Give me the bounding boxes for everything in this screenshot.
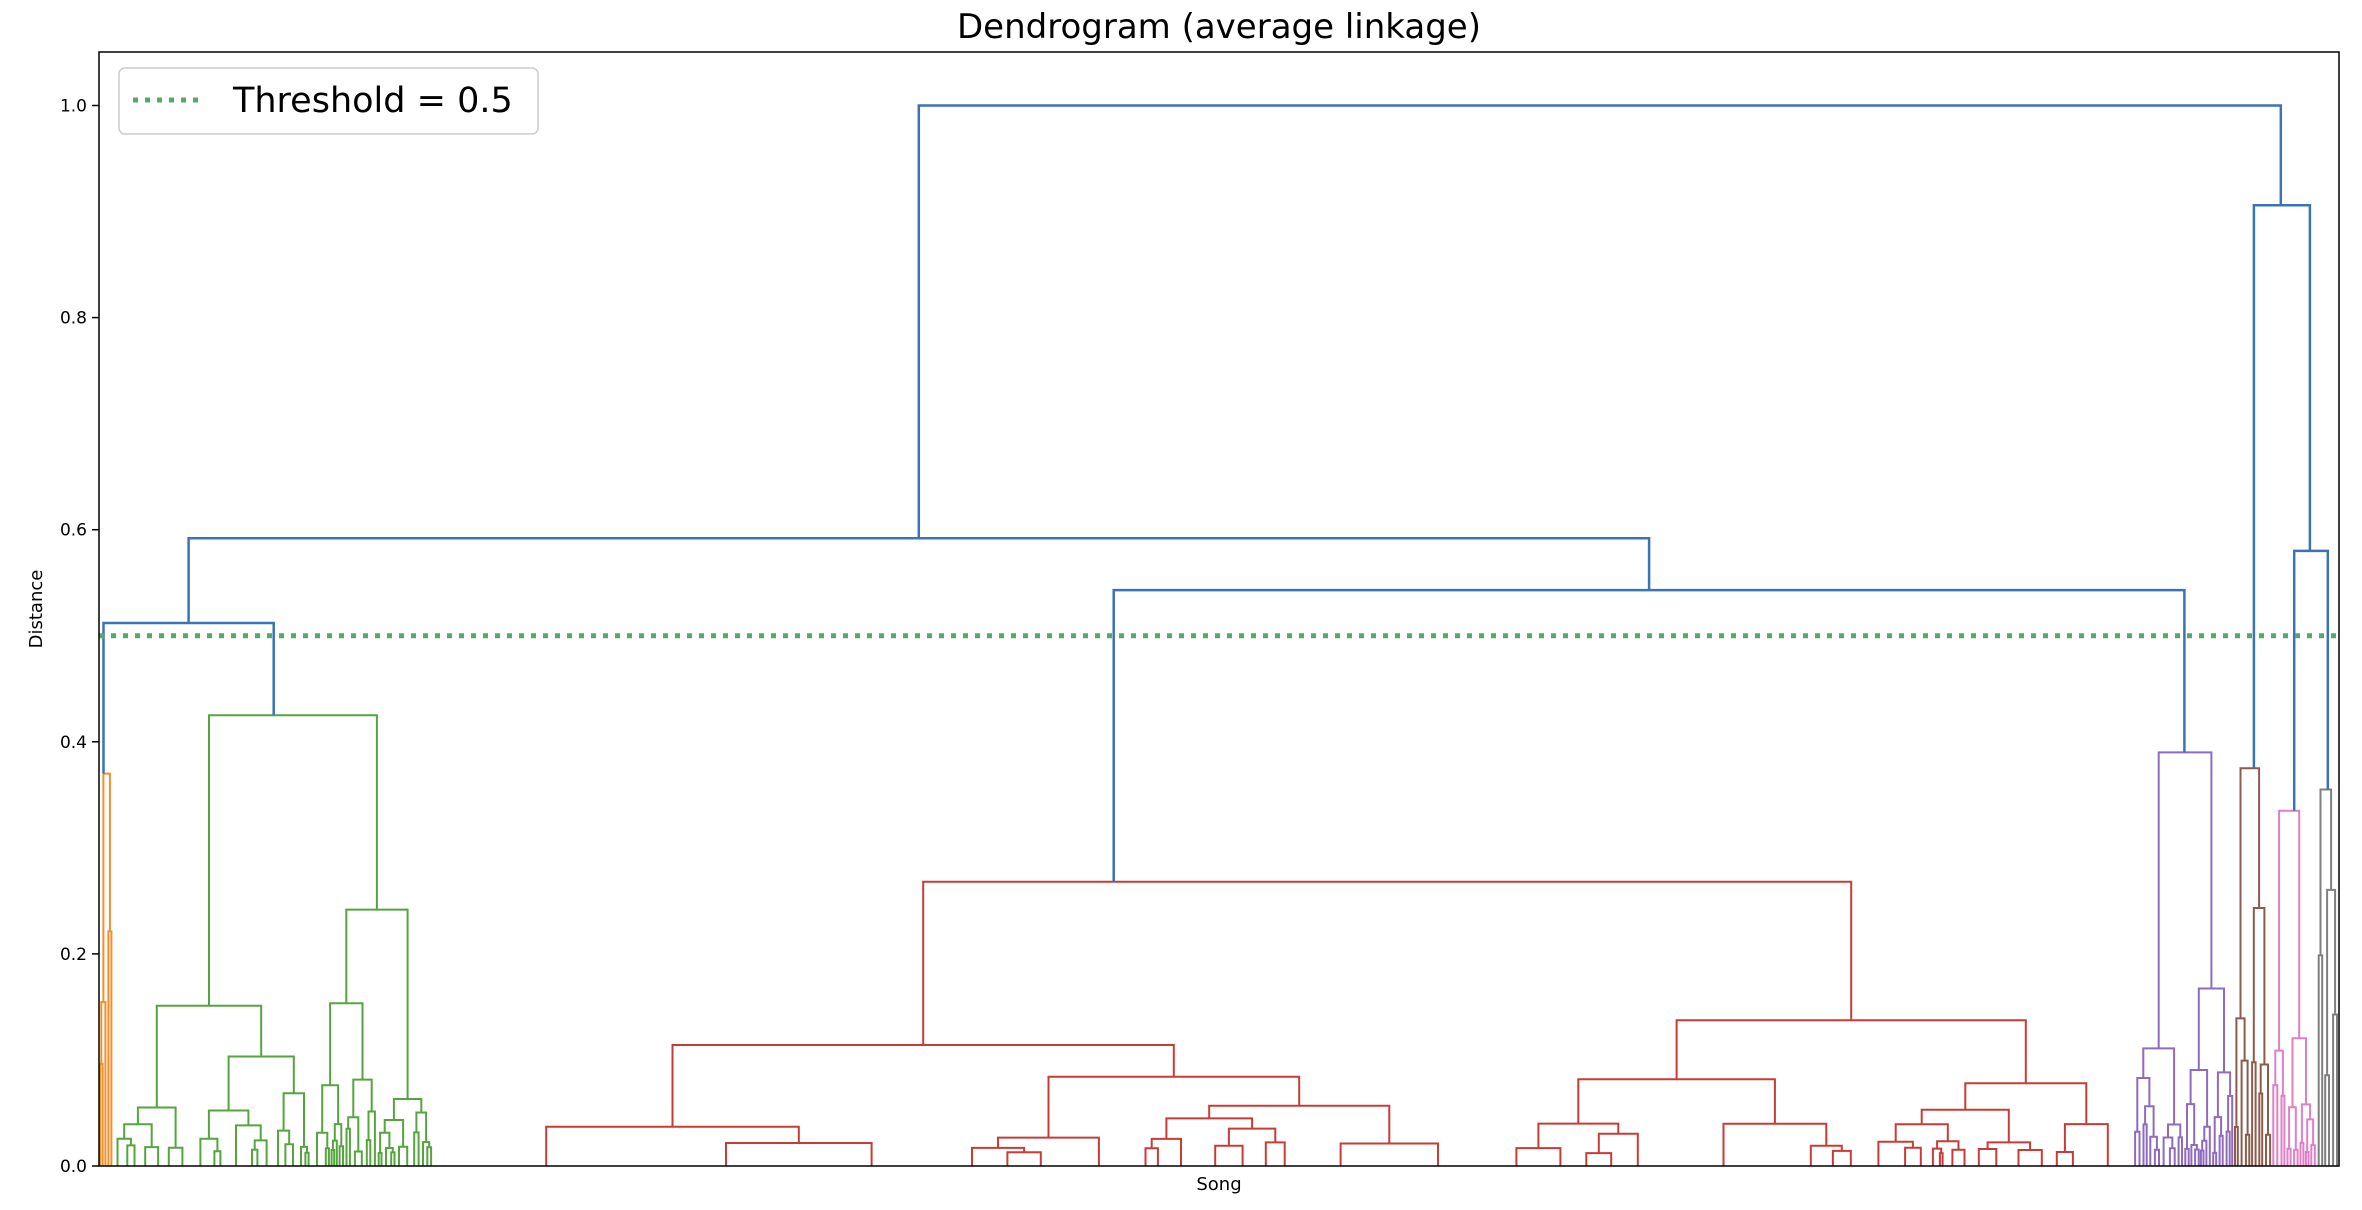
- cluster-links-0: [99, 772, 113, 1166]
- top-link-2: [187, 536, 1651, 623]
- plot-frame: [98, 51, 2340, 1167]
- y-tick-label: 0.8: [60, 309, 87, 329]
- cluster-links-1: [116, 714, 433, 1166]
- top-link-0: [102, 621, 275, 774]
- top-link-4: [2252, 203, 2312, 769]
- top-link-5: [917, 104, 2283, 539]
- x-axis-label: Song: [1196, 1174, 1241, 1195]
- chart-title: Dendrogram (average linkage): [957, 7, 1481, 47]
- y-tick-label: 0.0: [60, 1157, 87, 1177]
- y-tick-label: 0.6: [60, 521, 87, 541]
- legend-threshold-label: Threshold = 0.5: [232, 81, 513, 121]
- top-link-3: [2292, 549, 2330, 811]
- cluster-links-5: [2272, 809, 2316, 1166]
- cluster-links-2: [545, 880, 2109, 1166]
- y-axis: 0.0 0.2 0.4 0.6 0.8 1.0: [60, 97, 99, 1177]
- y-tick-label: 0.4: [60, 733, 87, 753]
- y-axis-label: Distance: [26, 570, 47, 649]
- legend: Threshold = 0.5: [118, 67, 539, 135]
- y-tick-label: 1.0: [60, 97, 87, 117]
- cluster-links-3: [2134, 751, 2234, 1166]
- y-tick-label: 0.2: [60, 945, 87, 965]
- legend-box: [118, 67, 539, 135]
- cluster-links-4: [2234, 767, 2272, 1166]
- dendrogram-links: [99, 104, 2338, 1166]
- cluster-links-6: [2317, 788, 2338, 1166]
